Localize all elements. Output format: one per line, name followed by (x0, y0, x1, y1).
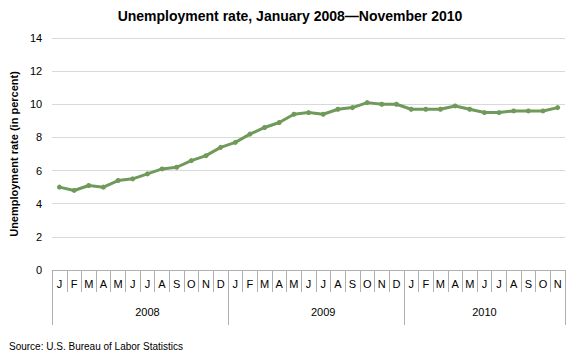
svg-text:8: 8 (36, 131, 42, 143)
svg-text:A: A (276, 278, 284, 290)
svg-text:J: J (145, 278, 151, 290)
svg-text:M: M (465, 278, 474, 290)
svg-text:A: A (158, 278, 166, 290)
svg-text:Source: U.S. Bureau of Labor S: Source: U.S. Bureau of Labor Statistics (9, 341, 183, 352)
svg-text:Unemployment rate, January 200: Unemployment rate, January 2008—November… (118, 8, 463, 24)
svg-text:N: N (378, 278, 386, 290)
svg-text:J: J (320, 278, 326, 290)
svg-text:J: J (306, 278, 312, 290)
svg-text:A: A (334, 278, 342, 290)
svg-text:14: 14 (30, 32, 42, 44)
svg-text:12: 12 (30, 65, 42, 77)
svg-text:S: S (349, 278, 356, 290)
svg-text:M: M (289, 278, 298, 290)
svg-text:N: N (554, 278, 562, 290)
svg-text:4: 4 (36, 198, 42, 210)
svg-text:J: J (482, 278, 488, 290)
svg-text:M: M (84, 278, 93, 290)
svg-text:S: S (173, 278, 180, 290)
svg-text:J: J (496, 278, 502, 290)
svg-text:F: F (247, 278, 254, 290)
svg-text:M: M (260, 278, 269, 290)
svg-text:J: J (130, 278, 136, 290)
svg-text:2010: 2010 (472, 306, 496, 318)
svg-text:A: A (451, 278, 459, 290)
svg-text:D: D (217, 278, 225, 290)
svg-text:Unemployment rate (in percent): Unemployment rate (in percent) (8, 71, 20, 237)
svg-text:10: 10 (30, 98, 42, 110)
svg-text:O: O (363, 278, 372, 290)
svg-text:J: J (408, 278, 414, 290)
svg-text:N: N (202, 278, 210, 290)
svg-text:2008: 2008 (135, 306, 159, 318)
svg-text:2009: 2009 (311, 306, 335, 318)
svg-text:F: F (422, 278, 429, 290)
svg-text:S: S (525, 278, 532, 290)
svg-text:J: J (57, 278, 63, 290)
svg-text:6: 6 (36, 165, 42, 177)
svg-text:J: J (233, 278, 239, 290)
svg-text:F: F (71, 278, 78, 290)
svg-text:O: O (539, 278, 548, 290)
svg-text:0: 0 (36, 264, 42, 276)
svg-text:A: A (100, 278, 108, 290)
svg-text:M: M (436, 278, 445, 290)
svg-text:2: 2 (36, 231, 42, 243)
svg-text:D: D (393, 278, 401, 290)
svg-text:O: O (187, 278, 196, 290)
svg-text:M: M (113, 278, 122, 290)
svg-text:A: A (510, 278, 518, 290)
